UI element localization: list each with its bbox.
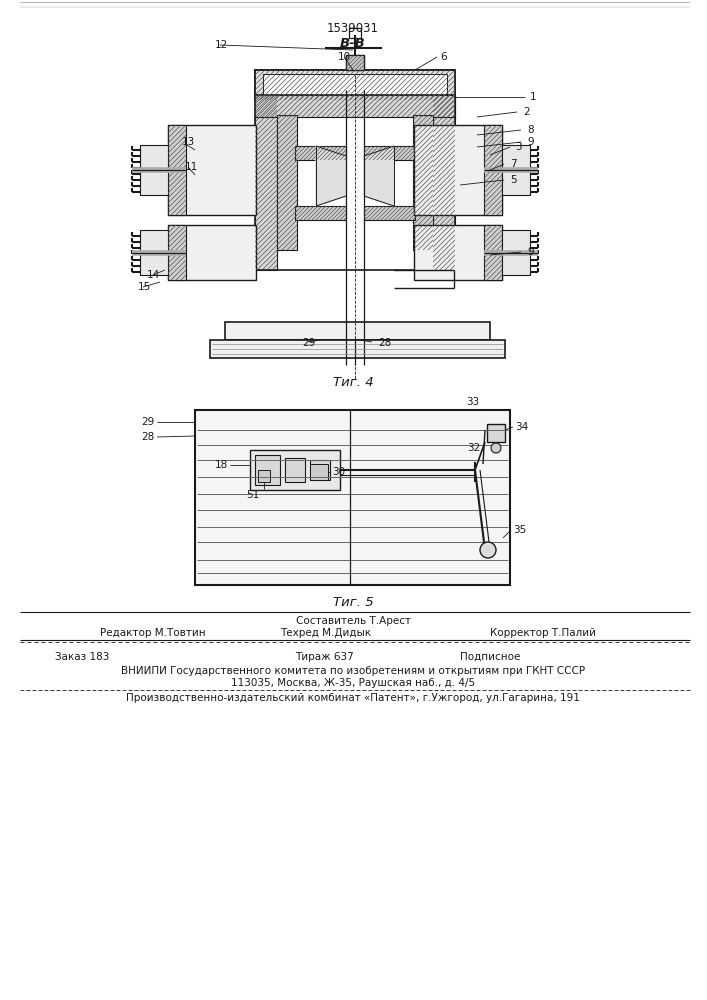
Text: Тираж 637: Тираж 637 (295, 652, 354, 662)
Text: Производственно-издательский комбинат «Патент», г.Ужгород, ул.Гагарина, 191: Производственно-издательский комбинат «П… (126, 693, 580, 703)
Circle shape (480, 542, 496, 558)
Text: 15: 15 (138, 282, 151, 292)
PathPatch shape (168, 225, 186, 280)
Text: 32: 32 (467, 443, 480, 453)
Bar (168, 125, 256, 215)
Bar (310, 464, 328, 480)
Bar (255, 455, 280, 485)
Text: 35: 35 (513, 525, 526, 535)
Bar (168, 225, 186, 280)
Bar (168, 125, 186, 215)
PathPatch shape (255, 95, 277, 270)
Text: 2: 2 (523, 107, 530, 117)
Bar (346, 55, 364, 70)
Text: 1539031: 1539031 (327, 22, 379, 35)
Circle shape (491, 443, 501, 453)
Bar (277, 115, 297, 250)
Bar (195, 410, 510, 585)
Bar (433, 95, 455, 270)
Text: Подписное: Подписное (460, 652, 520, 662)
Text: 30: 30 (332, 467, 345, 477)
Bar (484, 125, 502, 215)
Bar (364, 206, 415, 220)
Bar (346, 55, 364, 70)
Bar (295, 146, 346, 160)
Text: 9: 9 (527, 137, 534, 147)
Text: 1: 1 (530, 92, 537, 102)
PathPatch shape (255, 95, 455, 117)
Bar (310, 460, 330, 480)
Bar (349, 28, 361, 38)
PathPatch shape (433, 95, 455, 270)
Text: 34: 34 (515, 422, 528, 432)
PathPatch shape (413, 115, 433, 250)
PathPatch shape (295, 146, 346, 160)
PathPatch shape (484, 125, 502, 215)
Text: В-В: В-В (340, 37, 366, 50)
Text: 28: 28 (141, 432, 155, 442)
Bar (414, 125, 502, 215)
PathPatch shape (277, 115, 297, 250)
Text: Составитель Т.Арест: Составитель Т.Арест (296, 616, 411, 626)
Text: 3: 3 (515, 142, 522, 152)
Bar (255, 70, 455, 100)
Text: 29: 29 (302, 338, 315, 348)
Text: 13: 13 (182, 137, 195, 147)
Text: 9: 9 (527, 247, 534, 257)
PathPatch shape (364, 206, 415, 220)
Text: 7: 7 (510, 159, 517, 169)
Bar (255, 95, 277, 270)
Bar (364, 146, 415, 160)
PathPatch shape (484, 225, 502, 280)
Text: ВНИИПИ Государственного комитета по изобретениям и открытиям при ГКНТ СССР: ВНИИПИ Государственного комитета по изоб… (121, 666, 585, 676)
Text: 51: 51 (246, 490, 259, 500)
Bar (168, 225, 256, 280)
Text: Τиг. 5: Τиг. 5 (333, 596, 373, 609)
PathPatch shape (346, 55, 364, 70)
Bar (225, 322, 490, 340)
Text: 10: 10 (338, 52, 351, 62)
Polygon shape (316, 146, 346, 206)
Text: Техред М.Дидык: Техред М.Дидык (280, 628, 371, 638)
Text: Заказ 183: Заказ 183 (55, 652, 110, 662)
Text: 11: 11 (185, 162, 198, 172)
Text: 8: 8 (527, 125, 534, 135)
Text: 6: 6 (440, 52, 447, 62)
PathPatch shape (168, 125, 186, 215)
Bar (502, 145, 530, 195)
Text: 12: 12 (215, 40, 228, 50)
Text: Редактор М.Товтин: Редактор М.Товтин (100, 628, 206, 638)
Bar (210, 340, 505, 358)
Bar (502, 230, 530, 275)
Bar (140, 230, 168, 275)
Bar (414, 225, 502, 280)
PathPatch shape (255, 70, 455, 100)
Bar (484, 225, 502, 280)
PathPatch shape (364, 146, 415, 160)
Bar (285, 458, 305, 482)
Text: 29: 29 (141, 417, 155, 427)
Bar (295, 206, 346, 220)
Bar (258, 470, 270, 482)
Text: 5: 5 (510, 175, 517, 185)
Bar (487, 424, 505, 442)
Bar (255, 95, 455, 117)
Bar (255, 95, 455, 270)
Text: 18: 18 (215, 460, 228, 470)
Text: Τиг. 4: Τиг. 4 (333, 376, 373, 389)
Text: 113035, Москва, Ж-35, Раушская наб., д. 4/5: 113035, Москва, Ж-35, Раушская наб., д. … (231, 678, 475, 688)
Bar (255, 70, 455, 100)
Bar (140, 145, 168, 195)
Bar (263, 74, 447, 96)
Text: 14: 14 (147, 270, 160, 280)
Bar (413, 115, 433, 250)
Text: 33: 33 (467, 397, 479, 407)
Polygon shape (364, 146, 394, 206)
Text: 28: 28 (378, 338, 391, 348)
Bar (250, 450, 340, 490)
Text: Корректор Т.Палий: Корректор Т.Палий (490, 628, 596, 638)
PathPatch shape (295, 206, 346, 220)
